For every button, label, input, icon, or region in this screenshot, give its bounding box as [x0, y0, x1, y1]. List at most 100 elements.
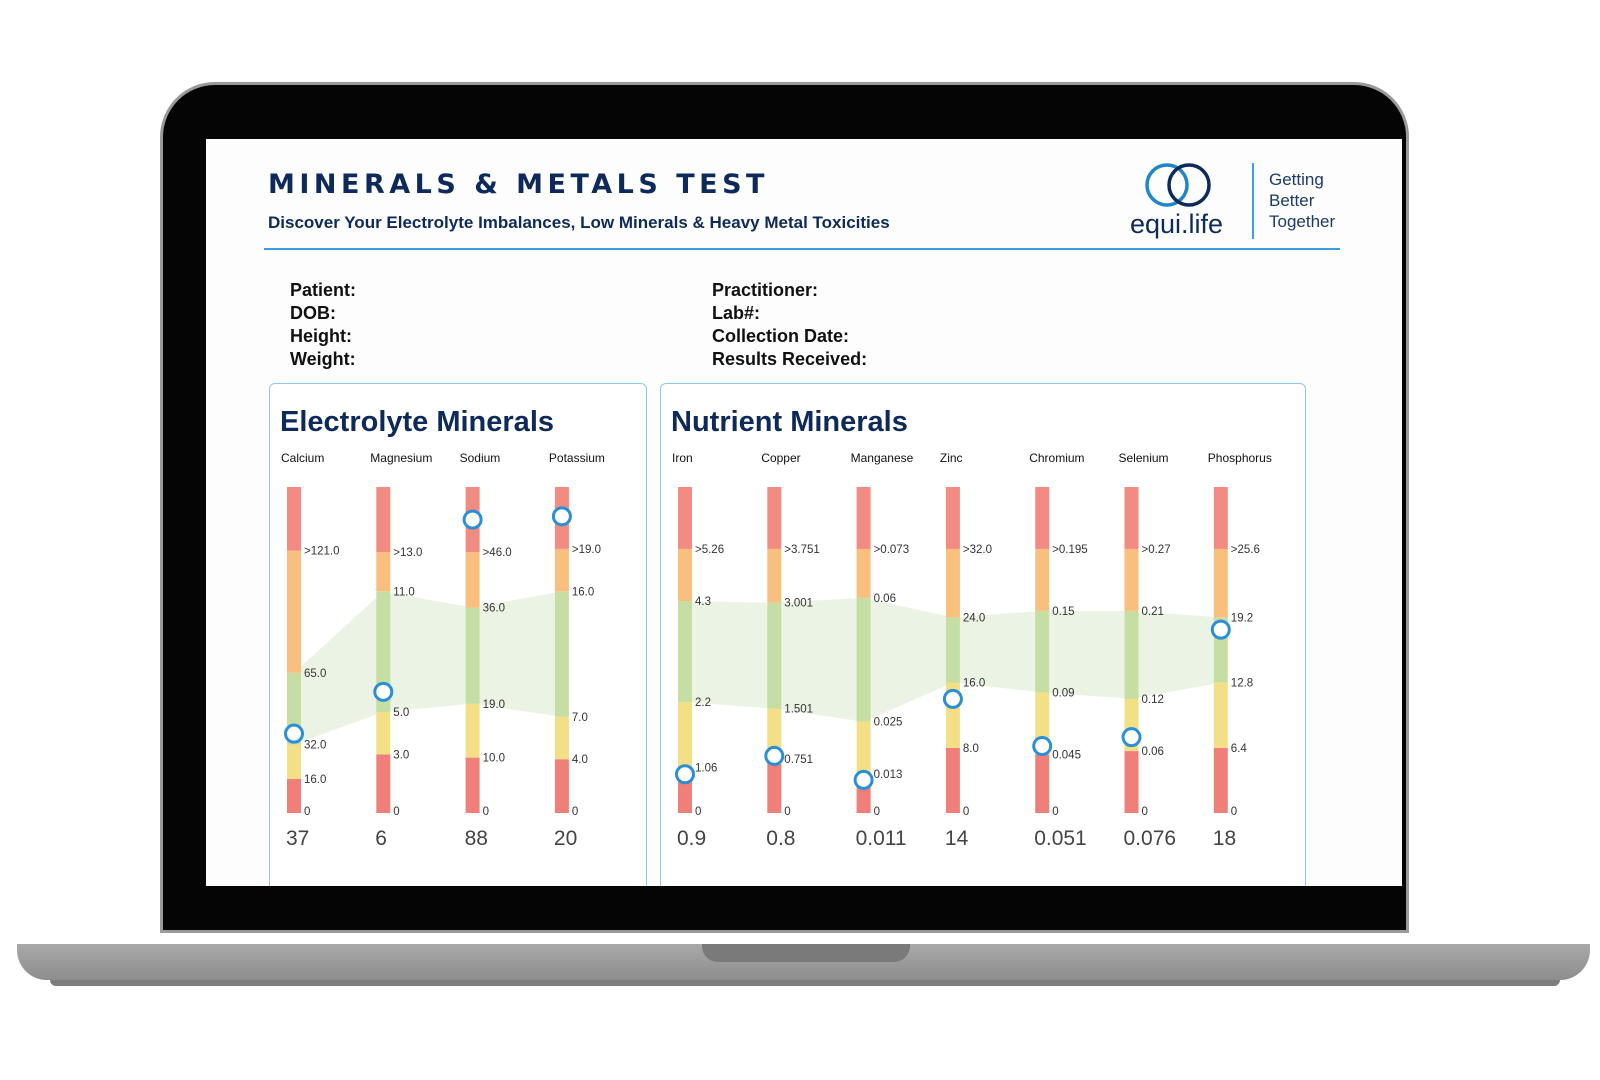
zone-segment — [767, 759, 782, 813]
dob-label: DOB: — [290, 303, 336, 323]
threshold-label: >0.073 — [874, 544, 910, 556]
weight-label: Weight: — [290, 349, 356, 369]
zone-segment — [554, 759, 569, 813]
zone-segment — [287, 550, 301, 673]
threshold-label: 0 — [1142, 806, 1148, 818]
threshold-label: 32.0 — [304, 740, 326, 752]
threshold-label: 0 — [695, 806, 701, 818]
threshold-label: 65.0 — [304, 668, 326, 680]
zone-segment — [1213, 548, 1228, 618]
category-label: Sodium — [460, 451, 501, 465]
zone-segment — [678, 601, 692, 703]
zone-segment — [1035, 610, 1050, 693]
threshold-label: 0 — [393, 806, 399, 818]
zone-segment — [945, 548, 960, 618]
zone-segment — [376, 552, 391, 592]
minerals-chart: Calcium016.032.065.0>121.037Magnesium03.… — [281, 451, 1272, 850]
threshold-label: 0.15 — [1052, 606, 1074, 618]
category-label: Potassium — [549, 451, 605, 465]
zone-segment — [856, 548, 871, 598]
value-label: 14 — [945, 827, 969, 850]
threshold-label: >25.6 — [1231, 544, 1260, 556]
threshold-label: 0.12 — [1142, 694, 1164, 706]
threshold-label: 16.0 — [572, 586, 594, 598]
threshold-label: 10.0 — [483, 753, 505, 765]
value-label: 0.076 — [1124, 827, 1177, 850]
logo-divider — [1252, 163, 1254, 239]
category-label: Magnesium — [370, 451, 432, 465]
category-label: Iron — [672, 451, 693, 465]
threshold-label: 19.2 — [1231, 612, 1253, 624]
zone-segment — [465, 703, 480, 758]
zone-segment — [287, 778, 301, 813]
patient-label: Patient: — [290, 280, 357, 300]
threshold-label: 24.0 — [963, 612, 985, 624]
threshold-label: 6.4 — [1231, 743, 1248, 755]
zone-segment — [856, 597, 871, 722]
value-marker — [942, 688, 963, 709]
value-marker — [1032, 736, 1053, 757]
optimal-band — [294, 591, 562, 745]
value-marker — [853, 769, 874, 790]
threshold-label: 0 — [304, 806, 310, 818]
laptop-screen: MINERALS & METALS TEST Discover Your Ele… — [206, 139, 1402, 886]
value-label: 37 — [286, 827, 309, 850]
zone-segment — [287, 744, 301, 779]
zone-segment — [767, 602, 782, 709]
category-label: Zinc — [940, 451, 963, 465]
threshold-label: 0.06 — [874, 593, 896, 605]
zone-segment — [856, 487, 871, 549]
threshold-label: 2.2 — [695, 697, 711, 709]
zone-segment — [465, 757, 480, 813]
results-received-label: Results Received: — [712, 349, 868, 369]
threshold-label: 0.06 — [1142, 746, 1164, 758]
value-label: 6 — [375, 827, 387, 850]
threshold-label: 19.0 — [483, 699, 505, 711]
zone-segment — [554, 548, 569, 592]
zone-segment — [1124, 487, 1139, 549]
threshold-label: 8.0 — [963, 743, 979, 755]
value-marker — [675, 764, 695, 785]
threshold-label: 7.0 — [572, 712, 588, 724]
threshold-label: 4.3 — [695, 596, 711, 608]
laptop-notch — [702, 944, 910, 962]
lab-number-label: Lab#: — [712, 303, 761, 323]
collection-date-label: Collection Date: — [712, 326, 850, 346]
report-subtitle: Discover Your Electrolyte Imbalances, Lo… — [268, 213, 890, 232]
electrolyte-panel-title: Electrolyte Minerals — [280, 406, 554, 438]
equilife-logo-icon — [1145, 163, 1211, 207]
category-label: Selenium — [1119, 451, 1169, 465]
threshold-label: 0.751 — [784, 754, 813, 766]
threshold-label: 16.0 — [963, 678, 985, 690]
zone-segment — [945, 747, 960, 813]
threshold-label: 0 — [1231, 806, 1237, 818]
value-marker — [462, 509, 483, 530]
threshold-label: >19.0 — [572, 544, 601, 556]
threshold-label: 11.0 — [393, 586, 415, 598]
threshold-label: 0.045 — [1052, 749, 1081, 761]
category-label: Calcium — [281, 451, 324, 465]
value-label: 88 — [465, 827, 488, 850]
zone-segment — [1035, 548, 1050, 611]
laptop-base-lip — [50, 980, 1560, 986]
threshold-label: >32.0 — [963, 544, 992, 556]
zone-segment — [465, 607, 480, 704]
threshold-label: >5.26 — [695, 544, 724, 556]
threshold-label: 0 — [1052, 806, 1058, 818]
threshold-label: 36.0 — [483, 603, 505, 615]
zone-segment — [1124, 751, 1139, 813]
zone-segment — [1213, 487, 1228, 549]
tagline: Getting Better Together — [1269, 169, 1335, 232]
value-marker — [373, 681, 394, 702]
value-label: 18 — [1213, 827, 1236, 850]
threshold-label: 0.09 — [1052, 687, 1074, 699]
zone-segment — [856, 721, 871, 774]
value-label: 0.8 — [766, 827, 795, 850]
threshold-label: 0 — [963, 806, 969, 818]
threshold-label: >0.195 — [1052, 544, 1088, 556]
zone-segment — [767, 548, 782, 603]
value-label: 0.011 — [856, 827, 907, 850]
practitioner-label: Practitioner: — [712, 280, 819, 300]
zone-segment — [1124, 548, 1139, 611]
threshold-label: 16.0 — [304, 774, 326, 786]
